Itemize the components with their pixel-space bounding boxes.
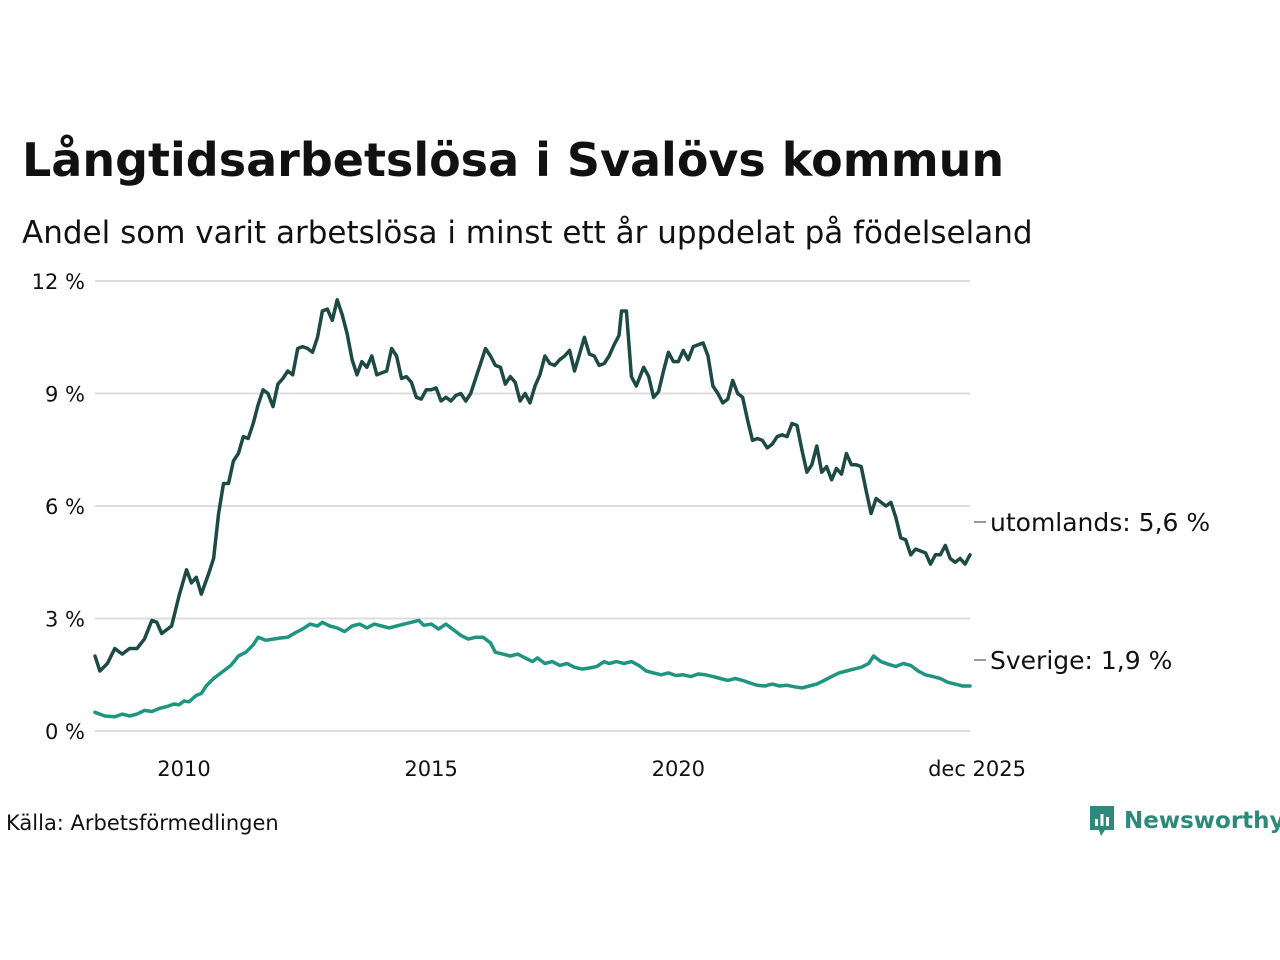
- gridlines: [95, 280, 970, 732]
- x-tick-label: 2015: [404, 757, 457, 781]
- x-axis-ticks: 2010 2015 2020 dec 2025: [157, 757, 1026, 781]
- y-axis-ticks: 0 % 3 % 6 % 9 % 12 %: [32, 270, 85, 744]
- newsworthy-logo: Newsworthy: [1088, 804, 1280, 838]
- y-tick-label: 12 %: [32, 270, 85, 294]
- newsworthy-logo-icon: [1090, 806, 1114, 836]
- x-tick-label: dec 2025: [928, 757, 1026, 781]
- x-tick-label: 2010: [157, 757, 210, 781]
- y-tick-label: 0 %: [45, 720, 85, 744]
- x-tick-label: 2020: [652, 757, 705, 781]
- series-end-labels: utomlands: 5,6 % Sverige: 1,9 %: [974, 508, 1210, 675]
- series-label-sverige: Sverige: 1,9 %: [990, 646, 1172, 675]
- chart-subtitle: Andel som varit arbetslösa i minst ett å…: [22, 215, 1033, 251]
- series-label-utomlands: utomlands: 5,6 %: [990, 508, 1210, 537]
- y-tick-label: 9 %: [45, 383, 85, 407]
- series-line-utomlands: [93, 298, 972, 673]
- y-tick-label: 6 %: [45, 495, 85, 519]
- newsworthy-logo-text: Newsworthy: [1124, 808, 1280, 834]
- y-tick-label: 3 %: [45, 608, 85, 632]
- chart-title: Långtidsarbetslösa i Svalövs kommun: [22, 133, 1005, 187]
- series-lines: [93, 298, 972, 719]
- source-note: Källa: Arbetsförmedlingen: [6, 811, 279, 835]
- series-line-sverige: [93, 618, 972, 719]
